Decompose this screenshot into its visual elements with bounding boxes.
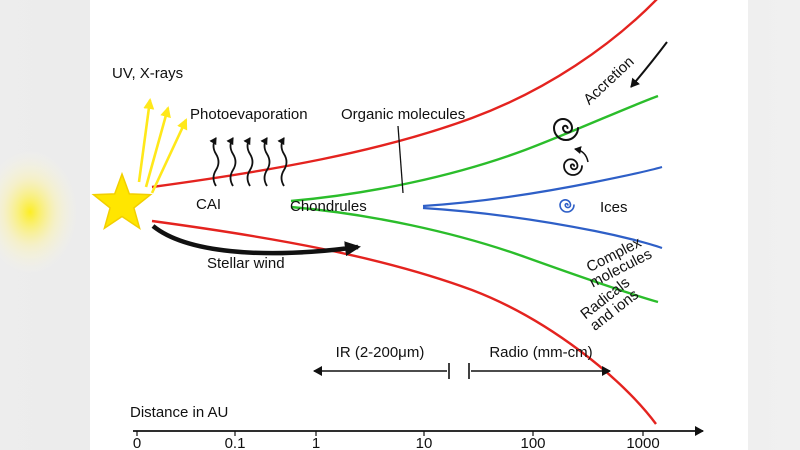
photoevaporation-arrows xyxy=(209,137,288,187)
disk-green-bottom-curve xyxy=(290,205,659,304)
photoevap-arrow-1 xyxy=(209,137,220,187)
axis-tick-label-0: 0 xyxy=(133,435,141,450)
accretion-arrow xyxy=(630,41,668,88)
organic-molecules-label: Organic molecules xyxy=(341,106,465,123)
photoevap-arrow-2 xyxy=(226,137,237,187)
figure-panel xyxy=(90,0,748,450)
protostar-icon xyxy=(91,171,153,231)
axis-tick-label-100: 100 xyxy=(520,435,545,450)
uv-xrays-label: UV, X-rays xyxy=(112,65,183,82)
axis-title: Distance in AU xyxy=(130,404,228,421)
left-glow-blob xyxy=(0,150,78,274)
photoevap-arrow-4 xyxy=(260,137,271,187)
disk-blue-top-curve xyxy=(422,165,663,208)
cai-label: CAI xyxy=(196,196,221,213)
axis-tick-label-10: 10 xyxy=(416,435,433,450)
photoevaporation-label: Photoevaporation xyxy=(190,106,308,123)
uv-xray-arrows xyxy=(137,98,188,194)
axis-tick-label-0.1: 0.1 xyxy=(225,435,246,450)
ices-label: Ices xyxy=(600,199,628,216)
axis-tick-label-1000: 1000 xyxy=(626,435,659,450)
radio-range-label: Radio (mm-cm) xyxy=(489,344,592,361)
photoevap-arrow-3 xyxy=(243,137,254,187)
organic-leader-line xyxy=(397,125,404,194)
axis-tick-label-1: 1 xyxy=(312,435,320,450)
spiral-rotation-arrow xyxy=(574,146,589,163)
disk-blue-bottom-curve xyxy=(422,206,663,250)
axis-ticks xyxy=(136,431,644,436)
stellar-wind-arrow xyxy=(151,224,361,257)
uv-arrow-1 xyxy=(137,98,155,183)
photoevap-arrow-5 xyxy=(277,137,288,187)
chondrules-label: Chondrules xyxy=(290,198,367,215)
stellar-wind-label: Stellar wind xyxy=(207,255,285,272)
disk-green-top-curve xyxy=(290,94,659,203)
uv-arrow-2 xyxy=(144,106,171,188)
ir-range-label: IR (2-200μm) xyxy=(336,344,425,361)
disk-red-top-curve xyxy=(151,0,658,189)
uv-arrow-3 xyxy=(150,118,188,194)
